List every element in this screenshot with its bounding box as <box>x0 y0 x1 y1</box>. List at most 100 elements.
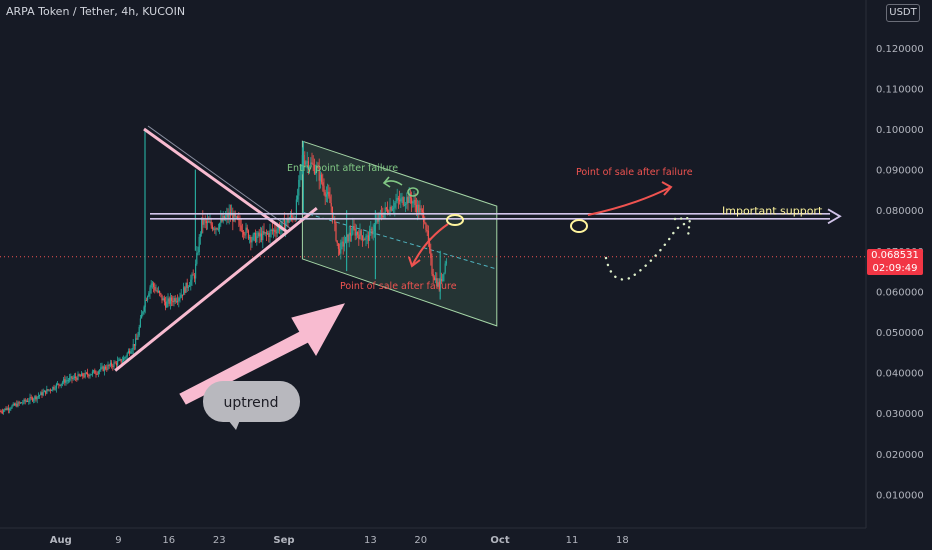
y-tick-label: 0.110000 <box>876 84 924 95</box>
candle-body <box>312 163 314 165</box>
candle-body <box>4 408 6 411</box>
candle-body <box>226 214 228 217</box>
candle-body <box>233 212 235 222</box>
last-price-tag: 0.068531 02:09:49 <box>867 249 923 275</box>
candle-body <box>311 162 313 164</box>
candle-body <box>353 226 355 229</box>
x-tick-label: 11 <box>566 535 579 546</box>
uptrend-label: uptrend <box>223 395 278 411</box>
candle-body <box>150 283 152 288</box>
candle-body <box>45 390 47 394</box>
candle-body <box>10 408 12 410</box>
candle-body <box>208 221 210 223</box>
y-tick-label: 0.020000 <box>876 450 924 461</box>
candle-body <box>363 239 365 241</box>
candle-body <box>69 377 71 381</box>
candle-body <box>397 197 399 200</box>
candle-body <box>53 386 55 389</box>
candle-body <box>0 411 2 413</box>
candle-body <box>390 206 392 211</box>
candle-body <box>203 220 205 225</box>
candle-body <box>25 400 27 402</box>
candle-body <box>435 278 437 281</box>
candle-body <box>255 233 257 243</box>
candle-body <box>114 362 116 364</box>
candle-body <box>171 297 173 301</box>
candle-body <box>322 182 324 186</box>
candle-body <box>121 361 123 363</box>
sale-point-lower-label: Point of sale after failure <box>340 281 457 292</box>
candle-body <box>235 216 237 218</box>
candle-body <box>250 236 252 243</box>
candle-body <box>120 359 122 363</box>
candle-body <box>223 215 225 220</box>
candle-body <box>383 212 385 218</box>
candle-body <box>385 207 387 210</box>
candle-body <box>11 405 13 409</box>
x-tick-label: 16 <box>162 535 175 546</box>
candle-body <box>252 234 254 241</box>
candle-body <box>317 166 319 168</box>
candle-body <box>364 239 366 241</box>
candle-body <box>108 364 110 366</box>
candle-body <box>67 380 69 382</box>
candle-body <box>438 282 440 290</box>
candle-body <box>46 389 48 394</box>
candle-body <box>241 230 243 232</box>
candle-body <box>264 232 266 234</box>
candle-body <box>405 203 407 205</box>
candle-body <box>21 402 23 404</box>
candle-body <box>52 386 54 391</box>
candle-body <box>115 362 117 366</box>
candle-body <box>239 219 241 226</box>
candle-body <box>391 208 393 211</box>
candle-body <box>382 215 384 218</box>
x-tick-label: Aug <box>50 535 72 546</box>
candle-body <box>96 373 98 375</box>
candle-body <box>132 344 134 350</box>
candle-body <box>83 376 85 378</box>
candle-body <box>16 403 18 407</box>
symbol-title[interactable]: ARPA Token / Tether, 4h, KUCOIN <box>6 5 186 18</box>
currency-label[interactable]: USDT <box>886 4 920 22</box>
uptrend-bubble[interactable] <box>203 381 300 422</box>
candle-body <box>262 231 264 241</box>
candle-body <box>63 379 65 383</box>
candle-body <box>413 199 415 202</box>
candle-body <box>37 395 39 397</box>
candle-body <box>393 207 395 209</box>
candle-body <box>265 232 267 234</box>
candle-body <box>324 192 326 197</box>
candle-body <box>211 225 213 230</box>
candle-body <box>97 371 99 374</box>
candle-body <box>245 227 247 235</box>
candle-body <box>228 212 230 218</box>
candle-body <box>361 235 363 241</box>
descending-trendline[interactable] <box>143 127 289 234</box>
candle-body <box>201 217 203 234</box>
candle-body <box>172 300 174 303</box>
sale-point-upper-label: Point of sale after failure <box>576 167 693 178</box>
last-price-value: 0.068531 <box>871 250 919 261</box>
candle-body <box>408 193 410 204</box>
projection-path[interactable] <box>604 222 690 281</box>
candle-body <box>72 378 74 380</box>
channel-midline[interactable] <box>302 211 497 270</box>
candle-body <box>323 185 325 193</box>
candle-body <box>85 372 87 374</box>
ascending-trendline[interactable] <box>114 207 318 372</box>
candle-body <box>192 274 194 276</box>
candle-body <box>100 367 102 371</box>
candle-body <box>117 360 119 366</box>
candle-body <box>274 229 276 233</box>
candle-body <box>180 294 182 298</box>
candle-body <box>232 213 234 222</box>
candle-body <box>321 174 323 183</box>
candle-body <box>335 223 337 241</box>
candle-body <box>105 366 107 369</box>
candle-body <box>199 233 201 237</box>
candle-body <box>249 236 251 239</box>
candle-body <box>444 263 446 273</box>
